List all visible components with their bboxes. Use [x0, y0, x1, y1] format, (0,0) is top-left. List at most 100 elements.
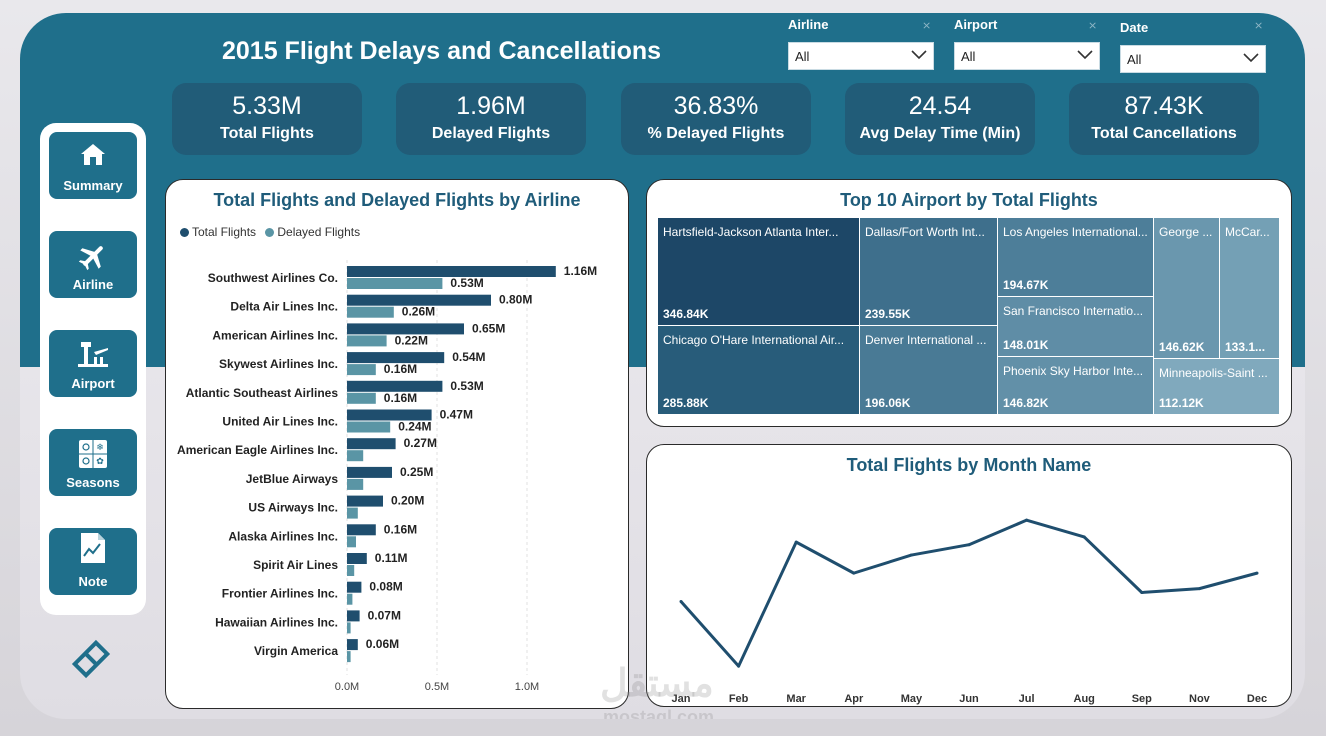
total-data-label: 0.54M: [452, 350, 485, 364]
kpi-label: Total Flights: [220, 125, 314, 142]
delayed-data-label: 0.26M: [402, 305, 435, 319]
legend-total-label: Total Flights: [192, 225, 257, 239]
nav-note-button[interactable]: Note: [49, 528, 137, 595]
total-flights-bar: [347, 266, 556, 277]
airline-bar-chart-card: Total Flights and Delayed Flights by Air…: [165, 179, 629, 709]
delayed-flights-bar: [347, 593, 353, 605]
clear-filter-icon[interactable]: ⨯: [1254, 20, 1264, 32]
category-label: JetBlue Airways: [246, 472, 339, 486]
delayed-flights-bar: [347, 392, 376, 404]
line-point: [967, 543, 971, 547]
kpi-label: Total Cancellations: [1091, 125, 1237, 142]
svg-text:❄: ❄: [96, 442, 104, 452]
tile-name: Dallas/Fort Worth Int...: [865, 225, 985, 239]
total-flights-bar: [347, 639, 358, 651]
total-flights-bar: [347, 581, 362, 593]
tile-name: Phoenix Sky Harbor Inte...: [1003, 364, 1144, 378]
total-data-label: 0.16M: [384, 522, 417, 536]
monthly-line-chart: Jan Feb Mar Apr May Jun Jul Aug Sep Nov Dec: [672, 518, 1267, 705]
month-tick-label: Feb: [729, 693, 749, 705]
delayed-flights-bar: [347, 421, 391, 433]
treemap-tile[interactable]: San Francisco Internatio... 148.01K: [998, 297, 1153, 356]
date-dropdown-value: All: [1127, 52, 1142, 67]
legend-delayed-label: Delayed Flights: [277, 225, 361, 239]
nav-airport-button[interactable]: Airport: [49, 330, 137, 397]
airport-filter: Airport ⨯ All: [954, 17, 1100, 70]
nav-summary-button[interactable]: Summary: [49, 132, 137, 199]
category-label: Virgin America: [254, 644, 338, 658]
line-point: [1082, 535, 1086, 539]
date-dropdown[interactable]: All: [1120, 45, 1266, 73]
page-title: 2015 Flight Delays and Cancellations: [222, 37, 662, 65]
total-flights-bar: [347, 466, 392, 478]
tile-value: 146.62K: [1159, 340, 1205, 354]
delayed-flights-bar: [347, 306, 394, 318]
watermark-url: mostaql.com: [603, 707, 715, 719]
dashboard-canvas: 2015 Flight Delays and Cancellations Air…: [20, 13, 1305, 719]
month-tick-label: Mar: [786, 693, 806, 705]
total-data-label: 0.06M: [366, 637, 399, 651]
delayed-flights-bar: [347, 450, 364, 462]
total-data-label: 0.65M: [472, 321, 505, 335]
month-tick-label: Jan: [672, 693, 691, 705]
total-flights-bar: [347, 553, 367, 564]
monthly-line-chart-card: Total Flights by Month Name Jan Feb Mar Apr…: [646, 444, 1292, 707]
delayed-data-label: 0.16M: [384, 391, 417, 405]
month-tick-label: May: [901, 693, 923, 705]
total-data-label: 0.25M: [400, 465, 433, 479]
legend-delayed-dot: [265, 228, 275, 237]
treemap-tile[interactable]: Dallas/Fort Worth Int... 239.55K: [860, 218, 997, 325]
treemap-tile[interactable]: George ... 146.62K: [1154, 218, 1219, 358]
line-point: [1025, 518, 1029, 522]
line-point: [794, 540, 798, 544]
category-label: Hawaiian Airlines Inc.: [215, 615, 338, 629]
line-point: [909, 553, 913, 557]
svg-text:✿: ✿: [96, 456, 104, 466]
month-tick-label: Jul: [1019, 693, 1035, 705]
kpi-value: 36.83%: [673, 92, 759, 120]
nav-label: Note: [78, 574, 108, 589]
nav-airline-button[interactable]: Airline: [49, 231, 137, 298]
month-tick-label: Nov: [1189, 693, 1211, 705]
nav-seasons-button[interactable]: ❄ ✿ Seasons: [49, 429, 137, 496]
total-flights-bar: [347, 495, 383, 507]
line-point: [737, 664, 741, 668]
month-tick-label: Apr: [844, 693, 864, 705]
kpi-avg-delay-time: 24.54 Avg Delay Time (Min): [845, 83, 1035, 155]
nav-label: Seasons: [66, 475, 120, 490]
category-label: Southwest Airlines Co.: [208, 271, 338, 285]
airport-tower-icon: [78, 342, 108, 367]
line-point: [679, 600, 683, 604]
airport-dropdown[interactable]: All: [954, 42, 1100, 70]
tile-name: San Francisco Internatio...: [1003, 304, 1144, 318]
total-flights-bar: [347, 323, 464, 335]
clear-filter-icon[interactable]: ⨯: [922, 20, 932, 32]
airline-dropdown[interactable]: All: [788, 42, 934, 70]
treemap-tile[interactable]: Phoenix Sky Harbor Inte... 146.82K: [998, 357, 1153, 414]
category-label: Delta Air Lines Inc.: [230, 300, 338, 314]
treemap-tile[interactable]: Los Angeles International... 194.67K: [998, 218, 1153, 296]
treemap-tile[interactable]: Denver International ... 196.06K: [860, 326, 997, 414]
tile-name: Hartsfield-Jackson Atlanta Inter...: [663, 225, 839, 239]
total-flights-bar: [347, 438, 396, 450]
tile-value: 146.82K: [1003, 396, 1049, 410]
treemap-tile[interactable]: McCar... 133.1...: [1220, 218, 1279, 358]
x-tick-label: 0.0M: [335, 681, 359, 693]
tile-name: Chicago O'Hare International Air...: [663, 333, 845, 347]
clear-filter-icon[interactable]: ⨯: [1088, 20, 1098, 32]
delayed-data-label: 0.24M: [398, 420, 431, 434]
category-label: US Airways Inc.: [248, 501, 338, 515]
legend-total-dot: [180, 228, 189, 237]
total-data-label: 0.20M: [391, 494, 424, 508]
kpi-total-flights: 5.33M Total Flights: [172, 83, 362, 155]
chevron-down-icon: [1243, 53, 1259, 63]
x-tick-label: 0.5M: [425, 681, 449, 693]
tile-value: 133.1...: [1225, 340, 1266, 354]
treemap-tile[interactable]: Minneapolis-Saint ... 112.12K: [1154, 359, 1279, 414]
delayed-flights-bar: [347, 507, 358, 519]
seasons-icon: ❄ ✿: [79, 440, 107, 468]
bar-chart-legend: Total Flights Delayed Flights: [180, 225, 360, 239]
treemap-tile[interactable]: Hartsfield-Jackson Atlanta Inter... 346.…: [658, 218, 859, 325]
treemap-tile[interactable]: Chicago O'Hare International Air... 285.…: [658, 326, 859, 414]
